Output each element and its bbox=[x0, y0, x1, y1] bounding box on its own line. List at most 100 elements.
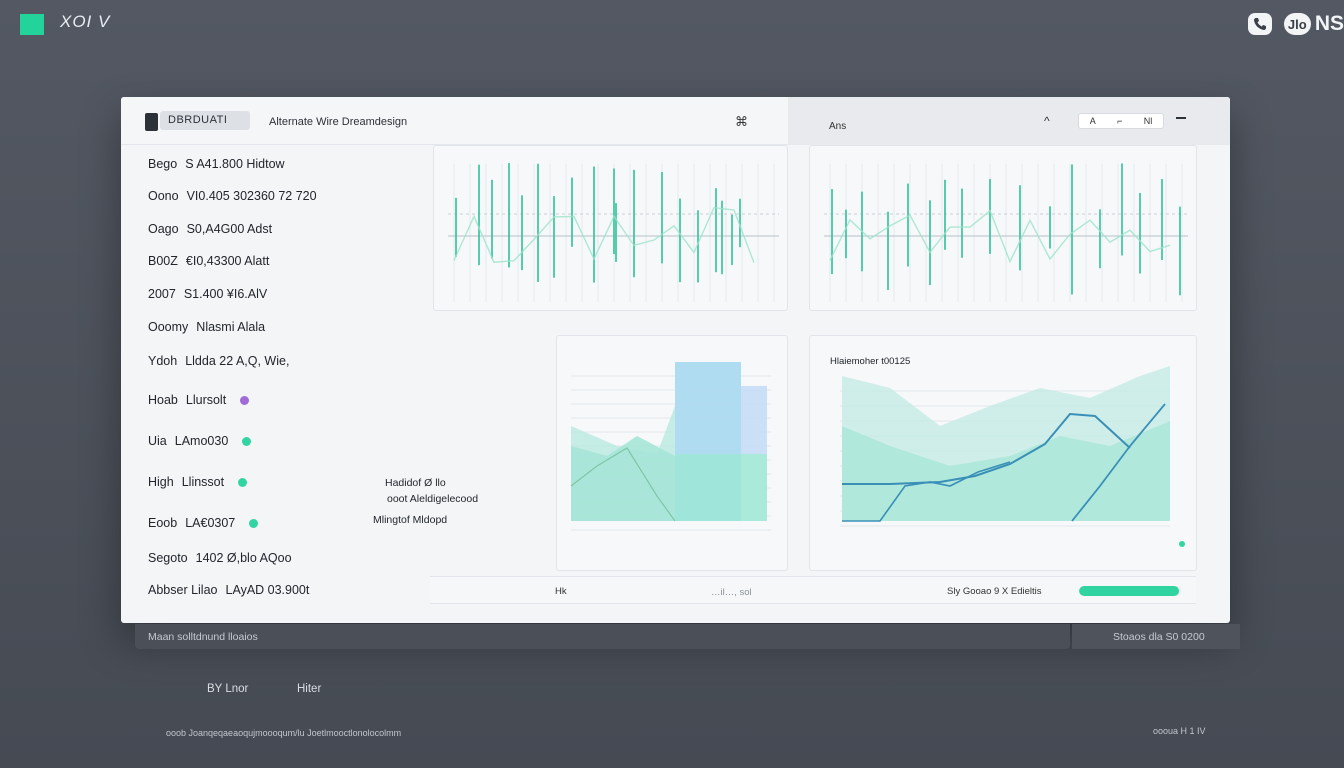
phone-icon bbox=[1253, 18, 1266, 30]
header-subtitle: Alternate Wire Dreamdesign bbox=[269, 116, 408, 128]
bottom-link-1[interactable]: BY Lnor bbox=[207, 683, 249, 695]
list-item-label: Ooomy bbox=[148, 320, 189, 334]
list-item-label: Ydoh bbox=[148, 354, 178, 368]
list-item-value: LAmo030 bbox=[174, 434, 229, 448]
phone-button[interactable] bbox=[1247, 13, 1272, 35]
list-item[interactable]: Abbser Lilao LAyAD 03.900t bbox=[148, 583, 309, 597]
spike-chart-card-1 bbox=[433, 145, 788, 311]
list-item-value: Lldda 22 A,Q, Wie, bbox=[185, 354, 290, 368]
footer-left-text: Hk bbox=[555, 586, 567, 597]
list-item[interactable]: B00Z €I0,43300 Alatt bbox=[148, 254, 269, 268]
list-item-value: VI0.405 302360 72 720 bbox=[186, 189, 317, 203]
list-item-value: 1402 Ø,blo AQoo bbox=[195, 551, 292, 565]
list-item-label: Hoab bbox=[148, 393, 178, 407]
list-item[interactable]: Ydoh Lldda 22 A,Q, Wie, bbox=[148, 354, 289, 368]
list-item-label: Oago bbox=[148, 222, 179, 236]
progress-bar bbox=[1079, 586, 1181, 596]
bar-chart-card bbox=[556, 335, 788, 571]
bar-chart bbox=[570, 362, 771, 531]
status-strip bbox=[135, 624, 1070, 649]
status-left-text: Maan solltdnund lloaios bbox=[148, 631, 258, 643]
status-dot-icon bbox=[238, 477, 248, 487]
fine-print-right: oooua H 1 IV bbox=[1153, 726, 1206, 736]
list-item-value: S1.400 ¥I6.AlV bbox=[183, 287, 268, 301]
spike-chart-2 bbox=[824, 163, 1188, 302]
status-dot-icon bbox=[240, 395, 250, 405]
area-fill bbox=[571, 436, 675, 521]
area-fill bbox=[842, 421, 1170, 521]
list-item-value: S A41.800 Hidtow bbox=[185, 157, 285, 171]
logo-pill: Jlo bbox=[1283, 13, 1311, 35]
list-item-label: Eoob bbox=[148, 516, 178, 530]
list-item[interactable]: Ooomy Nlasmi Alala bbox=[148, 320, 265, 334]
list-item[interactable]: Uia LAmo030 bbox=[148, 434, 252, 448]
status-right-text: Stoaos dla S0 0200 bbox=[1113, 631, 1205, 643]
middle-note: Mlingtof Mldopd bbox=[373, 514, 448, 526]
list-item-label: Oono bbox=[148, 189, 179, 203]
logo-text: NS bbox=[1314, 12, 1344, 35]
list-item[interactable]: Oago S0,A4G00 Adst bbox=[148, 222, 272, 236]
top-right-controls: Jlo NS bbox=[1247, 12, 1344, 36]
product-logo: Jlo NS bbox=[1283, 12, 1344, 36]
list-item[interactable]: Hoab Llursolt bbox=[148, 393, 250, 407]
list-item-value: Nlasmi Alala bbox=[196, 320, 266, 334]
brand-name: XOI V bbox=[60, 12, 111, 31]
spike-chart-card-2 bbox=[809, 145, 1197, 311]
trend-line bbox=[829, 209, 1171, 264]
area-chart-card: Hlaiemoher t00125 bbox=[809, 335, 1197, 571]
list-item-label: Segoto bbox=[148, 551, 188, 565]
segment-c[interactable]: Nl bbox=[1143, 116, 1153, 126]
list-item-value: LA€0307 bbox=[185, 516, 236, 530]
spike-chart-1 bbox=[448, 163, 779, 302]
list-item-value: LAyAD 03.900t bbox=[225, 583, 310, 597]
middle-note: ooot Aleldigelecood bbox=[387, 493, 479, 505]
menu-icon[interactable] bbox=[1176, 117, 1186, 120]
status-dot-icon bbox=[249, 518, 259, 528]
brand-logo-icon bbox=[20, 14, 44, 35]
list-item-label: Bego bbox=[148, 157, 178, 171]
list-item[interactable]: 2007 S1.400 ¥I6.AlV bbox=[148, 287, 267, 301]
list-item-value: €I0,43300 Alatt bbox=[185, 254, 270, 268]
trend-line bbox=[570, 447, 676, 522]
area-chart-title: Hlaiemoher t00125 bbox=[830, 356, 911, 367]
list-item[interactable]: Oono VI0.405 302360 72 720 bbox=[148, 189, 317, 203]
list-item-value: Llinssot bbox=[181, 475, 225, 489]
window-footer-bar bbox=[430, 576, 1196, 604]
list-item-label: Abbser Lilao bbox=[148, 583, 218, 597]
top-bar: XOI V Jlo NS bbox=[0, 0, 1344, 48]
bottom-link-2[interactable]: Hiter bbox=[297, 683, 322, 695]
progress-fill bbox=[1079, 586, 1179, 596]
middle-note: Hadidof Ø llo bbox=[385, 477, 446, 489]
dashboard-window: DBRDUATI Alternate Wire Dreamdesign ⌘ An… bbox=[121, 97, 1230, 623]
bar-mark bbox=[741, 454, 767, 521]
list-item[interactable]: High Llinssot bbox=[148, 475, 248, 489]
list-item-label: B00Z bbox=[148, 254, 178, 268]
series-line bbox=[842, 412, 1131, 485]
list-item-value: Llursolt bbox=[185, 393, 227, 407]
trend-line bbox=[453, 206, 755, 264]
header-tab[interactable]: DBRDUATI bbox=[160, 111, 250, 130]
area-chart bbox=[840, 366, 1185, 547]
bar-mark bbox=[675, 454, 741, 521]
status-strip-right bbox=[1072, 624, 1240, 649]
series-line bbox=[1071, 403, 1166, 522]
list-item-label: 2007 bbox=[148, 287, 176, 301]
series-line bbox=[842, 461, 1011, 522]
list-item[interactable]: Eoob LA€0307 bbox=[148, 516, 259, 530]
fine-print-left: ooob Joanqeqaeaoqujmoooqum/lu Joetlmooct… bbox=[166, 728, 402, 738]
document-icon bbox=[145, 113, 158, 131]
list-item-value: S0,A4G00 Adst bbox=[186, 222, 273, 236]
list-item-label: Uia bbox=[148, 434, 167, 448]
command-icon[interactable]: ⌘ bbox=[735, 114, 748, 129]
list-item[interactable]: Bego S A41.800 Hidtow bbox=[148, 157, 285, 171]
footer-right-text: Sly Gooao 9 X Edieltis bbox=[947, 586, 1042, 597]
panel-label: Ans bbox=[829, 121, 847, 132]
list-item-label: High bbox=[148, 475, 174, 489]
status-dot-icon bbox=[242, 436, 252, 446]
caret-up-icon[interactable]: ^ bbox=[1044, 114, 1050, 128]
legend-dot bbox=[1179, 541, 1185, 547]
header-segmented-control[interactable]: A ⌐ Nl bbox=[1078, 113, 1164, 129]
segment-a[interactable]: A bbox=[1089, 116, 1096, 126]
segment-b[interactable]: ⌐ bbox=[1117, 116, 1123, 126]
list-item[interactable]: Segoto 1402 Ø,blo AQoo bbox=[148, 551, 292, 565]
